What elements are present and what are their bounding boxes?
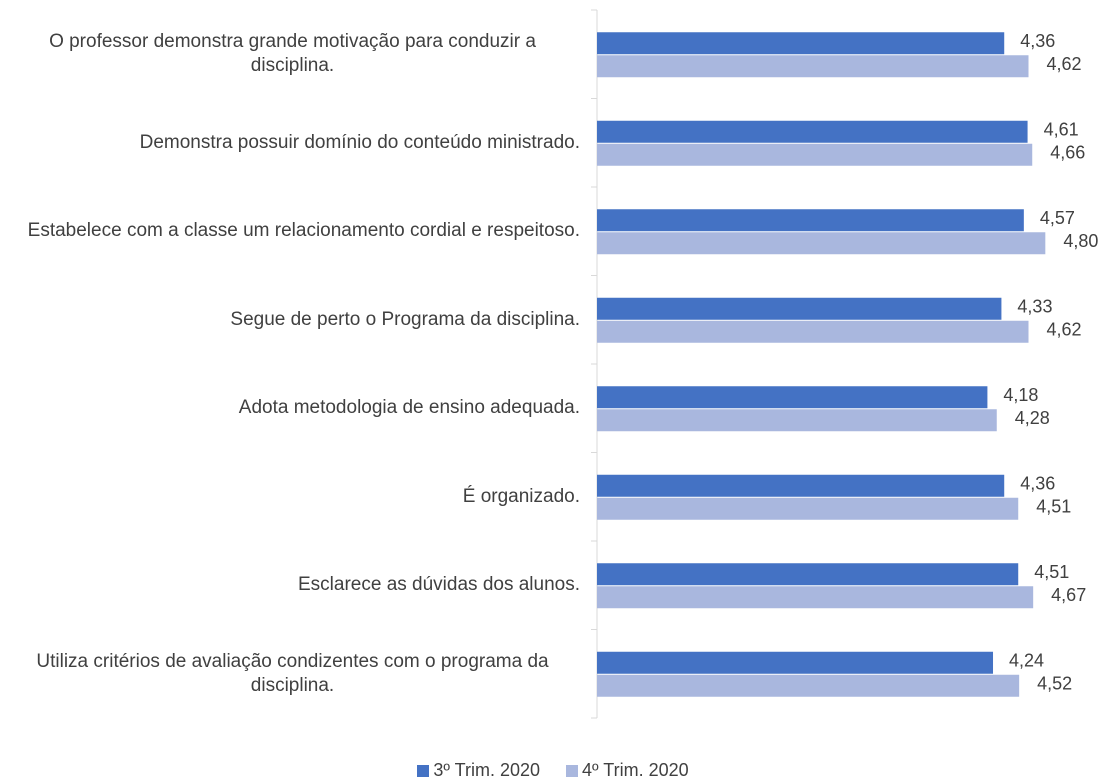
- legend-swatch: [417, 764, 430, 777]
- data-label: 4,36: [1020, 31, 1055, 51]
- data-label: 4,67: [1051, 585, 1086, 605]
- bar: [597, 297, 1002, 320]
- bar: [597, 143, 1033, 166]
- category-label: Segue de perto o Programa da disciplina.: [230, 308, 580, 330]
- legend-label: 4º Trim. 2020: [582, 760, 689, 780]
- data-label: 4,33: [1017, 297, 1052, 317]
- bar: [597, 651, 994, 674]
- data-label: 4,18: [1003, 385, 1038, 405]
- data-label: 4,80: [1063, 231, 1098, 251]
- bar: [597, 409, 997, 432]
- category-label-box: Demonstra possuir domínio do conteúdo mi…: [0, 99, 580, 188]
- category-label-box: Utiliza critérios de avaliação condizent…: [0, 630, 580, 719]
- category-label: Estabelece com a classe um relacionament…: [27, 220, 580, 242]
- category-label-box: É organizado.: [0, 453, 580, 542]
- category-label: Utiliza critérios de avaliação condizent…: [36, 650, 549, 696]
- category-label: Esclarece as dúvidas dos alunos.: [298, 574, 580, 596]
- bar: [597, 674, 1020, 697]
- data-label: 4,62: [1047, 320, 1082, 340]
- bar: [597, 497, 1019, 520]
- category-label: O professor demonstra grande motivação p…: [49, 31, 536, 77]
- data-label: 4,28: [1015, 408, 1050, 428]
- bar: [597, 563, 1019, 586]
- legend: 3º Trim. 2020 4º Trim. 2020: [0, 760, 1106, 781]
- category-label-box: Esclarece as dúvidas dos alunos.: [0, 541, 580, 630]
- category-label-box: O professor demonstra grande motivação p…: [0, 10, 580, 99]
- legend-item: 4º Trim. 2020: [566, 760, 689, 781]
- bar: [597, 120, 1028, 143]
- data-label: 4,66: [1050, 143, 1085, 163]
- legend-item: 3º Trim. 2020: [417, 760, 540, 781]
- bar: [597, 55, 1029, 78]
- bar: [597, 474, 1005, 497]
- bar: [597, 32, 1005, 55]
- data-label: 4,62: [1047, 54, 1082, 74]
- category-label: Demonstra possuir domínio do conteúdo mi…: [139, 131, 580, 153]
- bar: [597, 386, 988, 409]
- data-label: 4,57: [1040, 208, 1075, 228]
- bar: [597, 232, 1046, 255]
- category-label-box: Estabelece com a classe um relacionament…: [0, 187, 580, 276]
- legend-swatch: [566, 764, 578, 777]
- category-label-box: Adota metodologia de ensino adequada.: [0, 364, 580, 453]
- category-label-box: Segue de perto o Programa da disciplina.: [0, 276, 580, 365]
- bar: [597, 586, 1034, 609]
- data-label: 4,52: [1037, 674, 1072, 694]
- data-label: 4,36: [1020, 474, 1055, 494]
- legend-label: 3º Trim. 2020: [433, 760, 540, 780]
- data-label: 4,51: [1036, 497, 1071, 517]
- bar: [597, 320, 1029, 343]
- data-label: 4,61: [1044, 120, 1079, 140]
- data-label: 4,51: [1034, 562, 1069, 582]
- bar: [597, 209, 1024, 232]
- category-label: É organizado.: [462, 485, 580, 507]
- category-label: Adota metodologia de ensino adequada.: [238, 397, 580, 419]
- data-label: 4,24: [1009, 651, 1044, 671]
